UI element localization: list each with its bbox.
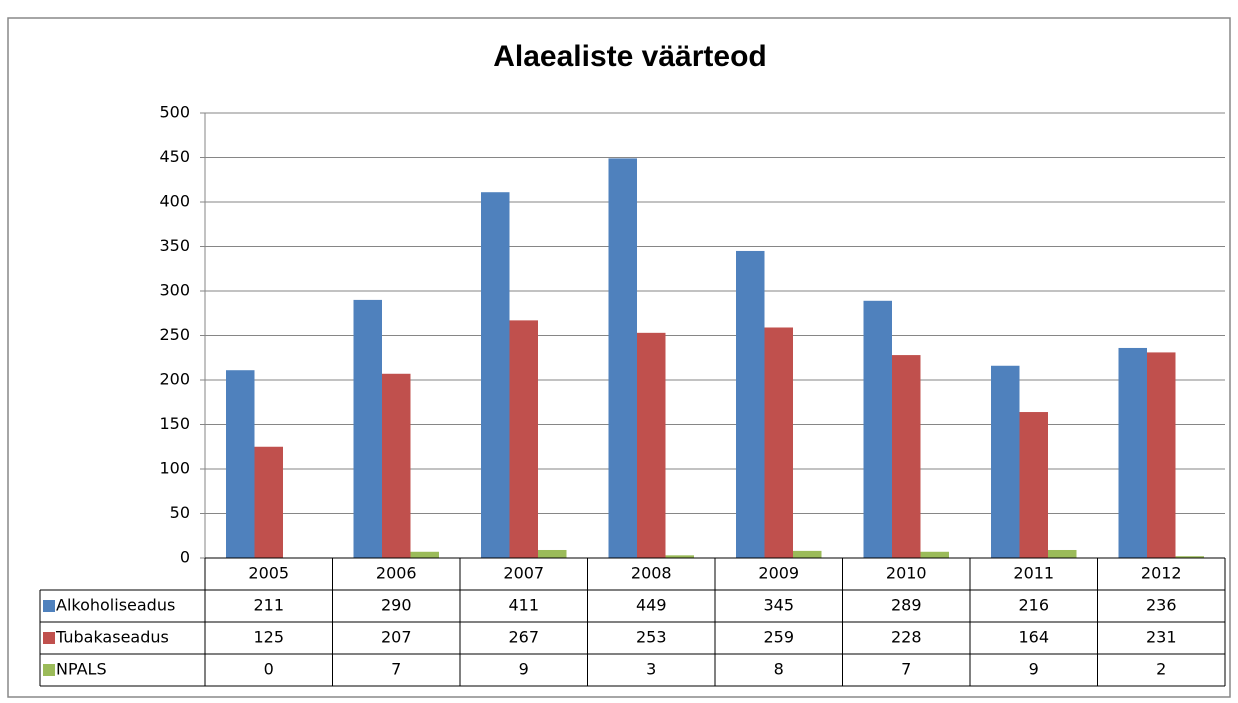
y-tick-label: 250 <box>159 325 190 344</box>
bar <box>608 158 637 558</box>
x-tick-label: 2006 <box>376 564 417 583</box>
y-tick-label: 450 <box>159 147 190 166</box>
table-cell: 164 <box>1018 628 1049 647</box>
table-cell: 236 <box>1146 596 1177 615</box>
y-tick-label: 350 <box>159 236 190 255</box>
table-cell: 411 <box>508 596 539 615</box>
bar <box>1175 556 1204 558</box>
table-cell: 9 <box>519 660 529 679</box>
table-cell: 207 <box>381 628 412 647</box>
y-tick-label: 300 <box>159 281 190 300</box>
table-cell: 2 <box>1156 660 1166 679</box>
table-cell: 228 <box>891 628 922 647</box>
bar <box>863 300 892 558</box>
table-cell: 9 <box>1029 660 1039 679</box>
table-cell: 231 <box>1146 628 1177 647</box>
bar <box>509 320 538 558</box>
bar <box>793 550 822 558</box>
legend-swatch <box>43 664 55 676</box>
bar <box>410 551 439 558</box>
x-tick-label: 2008 <box>631 564 672 583</box>
bar <box>538 549 567 558</box>
bar <box>736 250 765 558</box>
bar <box>637 332 666 558</box>
table-cell: 216 <box>1018 596 1049 615</box>
table-cell: 7 <box>391 660 401 679</box>
legend-label: Alkoholiseadus <box>56 596 175 615</box>
bar <box>1147 352 1176 558</box>
legend-label: Tubakaseadus <box>55 628 169 647</box>
y-tick-label: 0 <box>180 548 190 567</box>
bar <box>254 446 283 558</box>
y-tick-label: 400 <box>159 192 190 211</box>
table-cell: 253 <box>636 628 667 647</box>
bar <box>892 355 921 558</box>
chart-title: Alaealiste väärteod <box>493 40 766 73</box>
x-tick-label: 2007 <box>503 564 544 583</box>
bar <box>1118 347 1147 558</box>
y-tick-label: 200 <box>159 370 190 389</box>
x-tick-label: 2005 <box>248 564 289 583</box>
bar <box>382 373 411 558</box>
table-cell: 211 <box>253 596 284 615</box>
table-cell: 267 <box>508 628 539 647</box>
x-tick-label: 2010 <box>886 564 927 583</box>
x-tick-label: 2009 <box>758 564 799 583</box>
bar <box>353 299 382 558</box>
bar <box>1048 549 1077 558</box>
bar <box>764 327 793 558</box>
legend-swatch <box>43 600 55 612</box>
legend-label: NPALS <box>56 660 107 679</box>
bar <box>1019 412 1048 558</box>
y-tick-label: 50 <box>170 503 190 522</box>
table-cell: 0 <box>264 660 274 679</box>
legend-swatch <box>43 632 55 644</box>
bar <box>920 551 949 558</box>
y-tick-label: 500 <box>159 103 190 122</box>
table-cell: 345 <box>763 596 794 615</box>
table-cell: 449 <box>636 596 667 615</box>
table-cell: 259 <box>763 628 794 647</box>
x-tick-label: 2011 <box>1013 564 1054 583</box>
bar <box>226 370 255 558</box>
table-cell: 8 <box>774 660 784 679</box>
bar <box>481 192 510 558</box>
table-cell: 3 <box>646 660 656 679</box>
x-tick-label: 2012 <box>1141 564 1182 583</box>
table-cell: 7 <box>901 660 911 679</box>
table-cell: 125 <box>253 628 284 647</box>
table-cell: 289 <box>891 596 922 615</box>
bar <box>665 555 694 558</box>
y-tick-label: 100 <box>159 459 190 478</box>
table-cell: 290 <box>381 596 412 615</box>
y-tick-label: 150 <box>159 414 190 433</box>
bar <box>991 365 1020 558</box>
